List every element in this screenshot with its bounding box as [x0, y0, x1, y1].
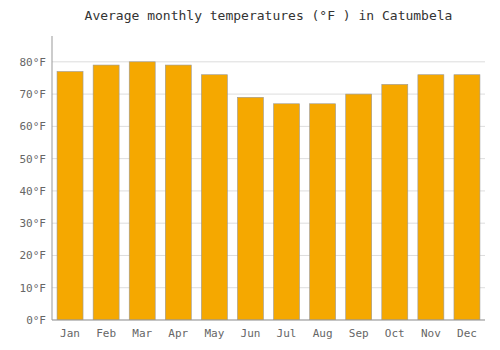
grid-line: [52, 61, 485, 62]
x-tick-label: Jun: [241, 327, 261, 340]
y-tick-label: 80°F: [20, 56, 47, 69]
y-tick-label: 0°F: [26, 314, 46, 327]
x-tick-label: Mar: [132, 327, 152, 340]
x-tick-label: Jul: [277, 327, 297, 340]
x-tick-label: Feb: [96, 327, 116, 340]
x-tick-label: Apr: [168, 327, 188, 340]
x-tick-label: Sep: [349, 327, 369, 340]
bar: [346, 94, 372, 320]
x-tick-label: Jan: [60, 327, 80, 340]
chart: Average monthly temperatures (°F ) in Ca…: [0, 0, 500, 350]
bar: [165, 65, 191, 320]
bars: [57, 62, 480, 320]
bar: [382, 84, 408, 320]
x-tick-label: Nov: [421, 327, 441, 340]
x-tick-label: May: [204, 327, 224, 340]
y-tick-label: 70°F: [20, 88, 47, 101]
x-tick-label: Dec: [457, 327, 477, 340]
bar: [201, 75, 227, 320]
bar: [418, 75, 444, 320]
y-tick-label: 60°F: [20, 120, 47, 133]
bar: [93, 65, 119, 320]
bar: [57, 72, 83, 321]
y-tick-label: 20°F: [20, 249, 47, 262]
y-tick-label: 40°F: [20, 185, 47, 198]
title: Average monthly temperatures (°F ) in Ca…: [85, 8, 453, 23]
y-tick-label: 30°F: [20, 217, 47, 230]
bar: [237, 97, 263, 320]
y-tick-label: 50°F: [20, 153, 47, 166]
y-axis-line: [52, 36, 53, 320]
y-tick-label: 10°F: [20, 282, 47, 295]
bar: [129, 62, 155, 320]
page: {"chart_data": {"type": "bar", "title": …: [0, 0, 500, 350]
x-axis: Jan Feb Mar Apr May Jun Jul Aug Sep Oct Nov Dec: [60, 327, 477, 340]
bar: [454, 75, 480, 320]
grid-line: [52, 320, 485, 321]
x-tick-label: Oct: [385, 327, 405, 340]
x-axis-line: [52, 320, 485, 321]
bar: [274, 104, 300, 320]
y-axis: 0°F 10°F 20°F 30°F 40°F 50°F 60°F 70°F 80°F: [20, 56, 486, 327]
x-tick-label: Aug: [313, 327, 333, 340]
bar: [310, 104, 336, 320]
